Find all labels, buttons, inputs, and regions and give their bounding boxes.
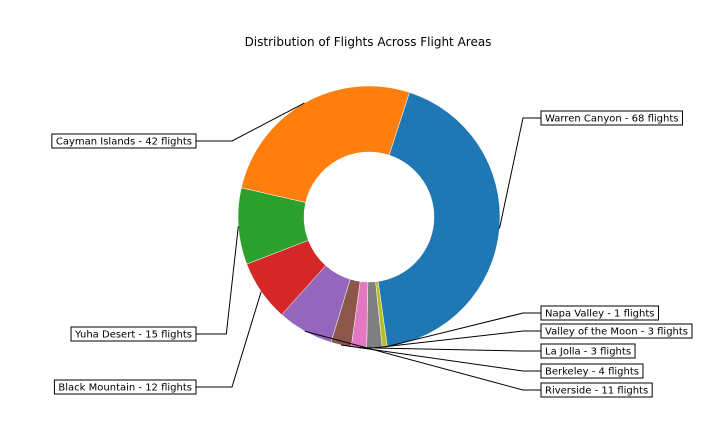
label-box [51,133,197,149]
label-text: Cayman Islands - 42 flights [56,137,192,148]
labels-group: Warren Canyon - 68 flights Napa Valley - … [51,102,693,398]
slice-label-riverside: Riverside - 11 flights [540,382,653,398]
slice-label-warren-canyon: Warren Canyon - 68 flights [540,110,683,126]
label-box [540,382,653,398]
label-text: Berkeley - 4 flights [545,367,639,378]
label-text: Napa Valley - 1 flights [545,309,654,320]
slice-label-valley-of-the-moon: Valley of the Moon - 3 flights [540,323,693,339]
slice-label-berkeley: Berkeley - 4 flights [540,363,644,379]
label-box [540,343,636,359]
leader-line-black-mountain [196,291,262,388]
leader-line-napa-valley [384,312,541,348]
slice-label-yuha-desert: Yuha Desert - 15 flights [70,326,197,342]
label-box [70,326,197,342]
label-box [540,323,693,339]
chart-title: Distribution of Flights Across Flight Ar… [245,35,492,49]
slice-label-black-mountain: Black Mountain - 12 flights [53,379,197,395]
leader-line-berkeley [340,344,541,372]
leader-line-la-jolla [358,347,541,352]
slice-label-la-jolla: La Jolla - 3 flights [540,343,636,359]
label-box [540,305,659,321]
label-box [53,379,197,395]
slices-group [237,85,501,349]
leader-line-riverside [304,330,541,391]
label-box [540,363,644,379]
leader-line-yuha-desert [196,226,239,335]
label-text: Warren Canyon - 68 flights [545,114,678,125]
leader-line-warren-canyon [499,117,541,229]
label-box [540,110,683,126]
leader-line-cayman-islands [196,102,305,142]
label-text: Black Mountain - 12 flights [58,383,192,394]
label-text: Riverside - 11 flights [545,386,648,397]
label-text: Yuha Desert - 15 flights [74,330,192,341]
slice-label-napa-valley: Napa Valley - 1 flights [540,305,659,321]
slice-cayman-islands [241,85,410,203]
leader-line-valley-of-the-moon [374,330,541,349]
label-text: La Jolla - 3 flights [545,347,631,358]
slice-label-cayman-islands: Cayman Islands - 42 flights [51,133,197,149]
slice-warren-canyon [377,92,501,347]
label-text: Valley of the Moon - 3 flights [545,327,688,338]
